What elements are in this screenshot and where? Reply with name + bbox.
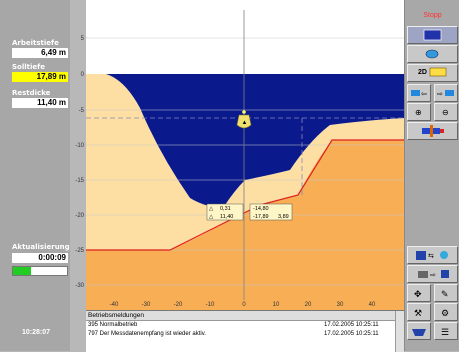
printer-icon: ⇨ <box>418 270 449 279</box>
log-row[interactable]: 395 Normalbetrieb 17.02.2005 10:25:11 <box>86 321 404 330</box>
profile-view-button[interactable] <box>407 26 458 44</box>
svg-text:⚙: ⚙ <box>441 308 449 318</box>
transfer-data-button[interactable]: ⇆ <box>407 246 458 264</box>
dredge-center-button[interactable] <box>407 122 458 140</box>
aktualisierung-value: 0:00:09 <box>12 253 68 263</box>
restdicke-label: Restdicke <box>12 89 51 97</box>
x-tick-label: -40 <box>110 302 119 308</box>
dredge-head-icon[interactable]: ▲ <box>236 110 252 129</box>
print-export-button[interactable]: ⇨ <box>407 265 458 283</box>
solltiefe-value: 17,89 m <box>12 72 68 82</box>
operation-messages-panel[interactable]: Betriebsmeldungen 395 Normalbetrieb 17.0… <box>86 310 404 352</box>
clock: 10:28:07 <box>22 329 51 336</box>
y-tick-label: -30 <box>75 283 84 289</box>
readout-value: 3,89 <box>278 214 289 220</box>
dredge-icon <box>422 125 444 137</box>
vessel-button[interactable] <box>407 322 431 340</box>
mode-2d-label: 2D <box>418 69 427 76</box>
svg-text:⇨: ⇨ <box>430 272 436 279</box>
svg-text:△: △ <box>209 214 214 220</box>
log-row[interactable]: 797 Der Messdatenempfang ist wieder akti… <box>86 330 404 339</box>
scroll-right-button[interactable]: ⇨ <box>434 84 458 102</box>
transfer-icon: ⇆ <box>416 251 448 260</box>
readout-value: -14,80 <box>253 206 269 212</box>
vessel-icon <box>412 329 426 336</box>
zoom-in-icon: ⊕ <box>415 108 422 117</box>
readout-value: 11,40 <box>220 214 233 220</box>
navigate-button[interactable]: ✥ <box>407 284 431 302</box>
log-header: Betriebsmeldungen <box>86 311 404 321</box>
y-tick-label: -5 <box>79 108 85 114</box>
svg-text:⚒: ⚒ <box>414 308 422 318</box>
list-icon: ☰ <box>441 327 449 337</box>
config-icon: ⚙ <box>441 308 449 318</box>
profile-view[interactable]: ▲ 5 0 -5 -10 -15 -20 -25 -30 -40 -30 -20… <box>70 0 404 310</box>
zoom-out-button[interactable]: ⊖ <box>434 103 458 121</box>
x-tick-label: -10 <box>206 302 215 308</box>
zoom-out-icon: ⊖ <box>442 108 449 117</box>
readout-value: -17,89 <box>253 214 269 220</box>
svg-text:✥: ✥ <box>414 289 422 299</box>
x-tick-label: 40 <box>369 302 376 308</box>
depth-readout: △ 0,31 -14,80 △ 11,40 -17,89 3,89 <box>206 203 293 221</box>
log-message: 395 Normalbetrieb <box>88 322 138 328</box>
profile-icon <box>423 29 442 41</box>
status-fill <box>13 267 31 275</box>
svg-text:☰: ☰ <box>441 327 449 337</box>
y-tick-label: -20 <box>75 213 84 219</box>
svg-text:⇨: ⇨ <box>437 91 443 98</box>
list-button[interactable]: ☰ <box>434 322 458 340</box>
readout-value: 0,31 <box>220 206 231 212</box>
right-toolbar: Stopp 2D ⇦ ⇨ ⊕ ⊖ ⇆ ⇨ ✥ ✎ ⚒ ⚙ ☰ <box>404 0 459 351</box>
arrow-left-icon: ⇦ <box>411 90 427 98</box>
x-tick-label: 20 <box>305 302 312 308</box>
arbeitstiefe-label: Arbeitstiefe <box>12 39 59 47</box>
crosshair-icon: ✥ <box>414 289 422 299</box>
left-info-panel: Arbeitstiefe 6,49 m Solltiefe 17,89 m Re… <box>0 0 70 351</box>
x-tick-label: 30 <box>337 302 344 308</box>
solltiefe-label: Solltiefe <box>12 63 45 71</box>
edit-icon: ✎ <box>441 289 449 299</box>
grid-3d-icon <box>429 67 447 77</box>
log-timestamp: 17.02.2005 10:25:11 <box>324 331 379 337</box>
tools-button[interactable]: ⚒ <box>407 303 431 321</box>
x-tick-label: -30 <box>142 302 151 308</box>
log-message: 797 Der Messdatenempfang ist wieder akti… <box>88 331 206 337</box>
zoom-in-button[interactable]: ⊕ <box>407 103 431 121</box>
arbeitstiefe-value: 6,49 m <box>12 48 68 58</box>
svg-text:⇦: ⇦ <box>421 91 427 98</box>
stop-button[interactable]: Stopp <box>423 12 442 19</box>
svg-text:⊕: ⊕ <box>415 108 422 117</box>
y-tick-label: -10 <box>75 143 84 149</box>
y-tick-label: -15 <box>75 178 84 184</box>
svg-text:⇆: ⇆ <box>428 253 434 260</box>
x-tick-label: 10 <box>273 302 280 308</box>
grid-lines <box>86 37 404 286</box>
svg-text:✎: ✎ <box>441 289 449 299</box>
svg-text:▲: ▲ <box>242 120 248 126</box>
config-button[interactable]: ⚙ <box>434 303 458 321</box>
wrench-icon: ⚒ <box>414 308 422 318</box>
log-scrollbar[interactable] <box>395 311 404 352</box>
y-tick-label: 0 <box>81 72 85 78</box>
restdicke-value: 11,40 m <box>12 98 68 108</box>
x-tick-label: -20 <box>174 302 183 308</box>
camera-view-button[interactable] <box>407 45 458 63</box>
status-indicator <box>12 266 68 276</box>
eye-icon <box>425 49 439 59</box>
arrow-right-icon: ⇨ <box>437 90 454 98</box>
aktualisierung-label: Aktualisierung <box>12 243 70 251</box>
edit-button[interactable]: ✎ <box>434 284 458 302</box>
y-tick-label: 5 <box>81 36 85 42</box>
svg-text:⊖: ⊖ <box>442 108 449 117</box>
profile-svg: ▲ 5 0 -5 -10 -15 -20 -25 -30 -40 -30 -20… <box>70 0 404 310</box>
mode-2d-button[interactable]: 2D <box>407 64 458 82</box>
x-tick-label: 0 <box>242 302 246 308</box>
log-timestamp: 17.02.2005 10:25:11 <box>324 322 379 328</box>
scroll-left-button[interactable]: ⇦ <box>407 84 431 102</box>
y-tick-label: -25 <box>75 248 84 254</box>
svg-text:△: △ <box>209 206 214 212</box>
